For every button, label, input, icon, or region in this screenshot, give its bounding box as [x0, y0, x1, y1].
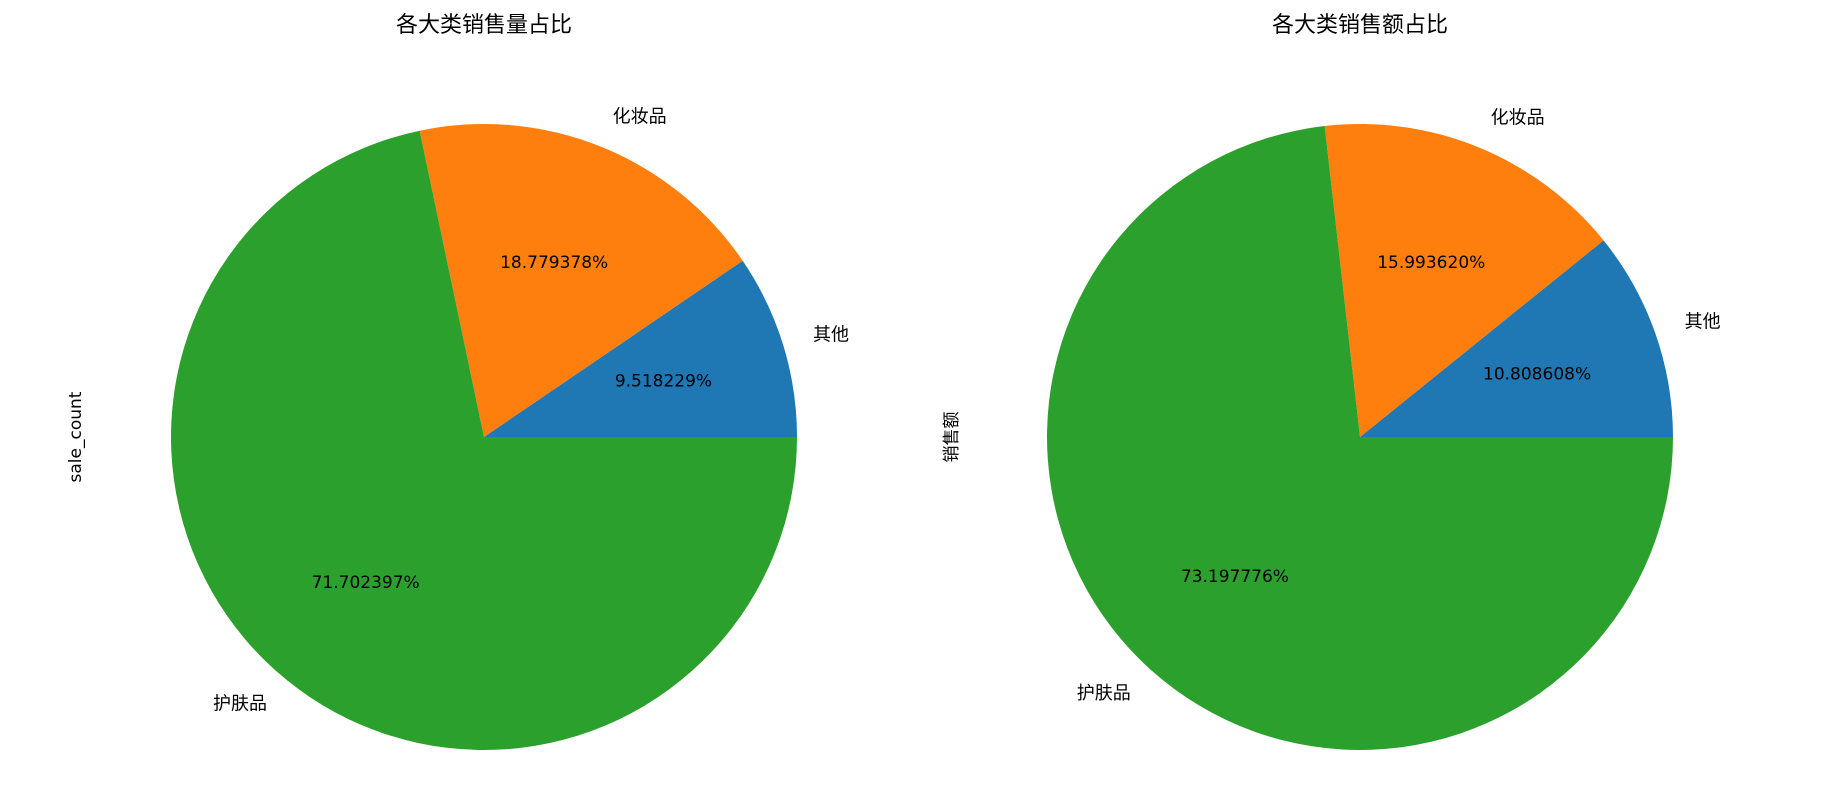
y-axis-label: 销售额	[942, 412, 962, 463]
value-label: 71.702397%	[312, 573, 420, 593]
slice-label: 护肤品	[1077, 683, 1131, 704]
value-label: 9.518229%	[615, 372, 712, 392]
slice-label: 护肤品	[213, 693, 267, 714]
pie-slice	[1360, 240, 1673, 437]
pie-slice	[1324, 124, 1604, 438]
pie-slice	[484, 260, 797, 437]
pie-slice	[171, 130, 798, 751]
value-label: 10.808608%	[1483, 364, 1591, 384]
chart-title: 各大类销售量占比	[396, 13, 572, 38]
slice-label: 化妆品	[613, 107, 667, 128]
chart-title: 各大类销售额占比	[1272, 13, 1448, 38]
pie-slice	[1047, 126, 1673, 751]
value-label: 18.779378%	[500, 253, 608, 273]
value-label: 15.993620%	[1377, 253, 1485, 273]
slice-label: 其他	[1685, 311, 1721, 332]
y-axis-label: sale_count	[66, 391, 86, 482]
slice-label: 其他	[813, 325, 849, 346]
value-label: 73.197776%	[1181, 567, 1289, 587]
slice-label: 化妆品	[1491, 107, 1545, 128]
pie-slice	[419, 123, 743, 437]
